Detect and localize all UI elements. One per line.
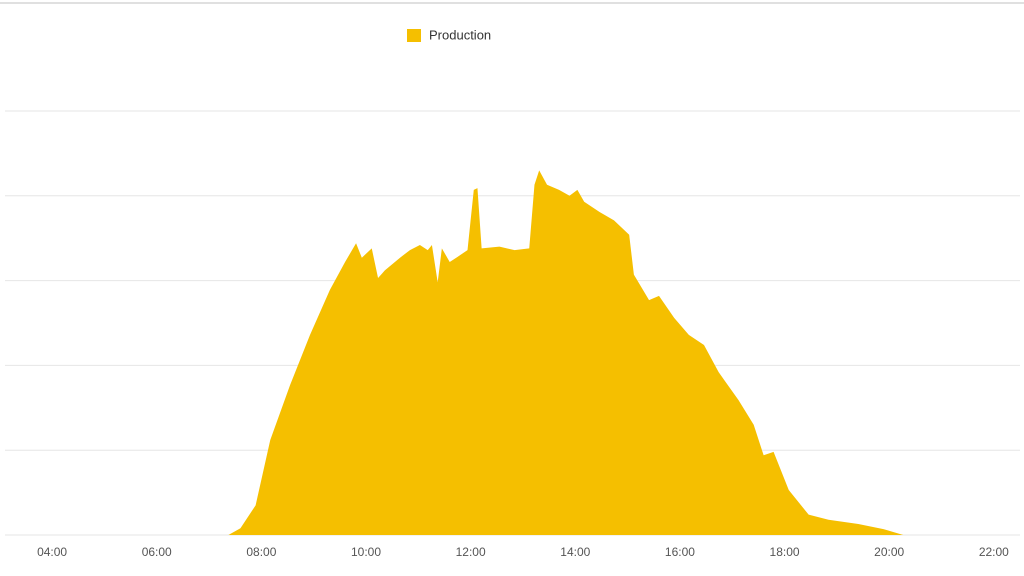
area <box>5 170 1020 536</box>
x-tick-label: 16:00 <box>665 545 695 559</box>
x-tick-label: 10:00 <box>351 545 381 559</box>
x-tick-label: 08:00 <box>246 545 276 559</box>
x-tick-label: 20:00 <box>874 545 904 559</box>
legend-label: Production <box>429 27 491 42</box>
legend-swatch <box>407 29 421 42</box>
x-tick-label: 18:00 <box>770 545 800 559</box>
x-tick-label: 22:00 <box>979 545 1009 559</box>
x-tick-label: 14:00 <box>560 545 590 559</box>
x-tick-label: 12:00 <box>456 545 486 559</box>
x-tick-label: 06:00 <box>142 545 172 559</box>
x-tick-label: 04:00 <box>37 545 67 559</box>
